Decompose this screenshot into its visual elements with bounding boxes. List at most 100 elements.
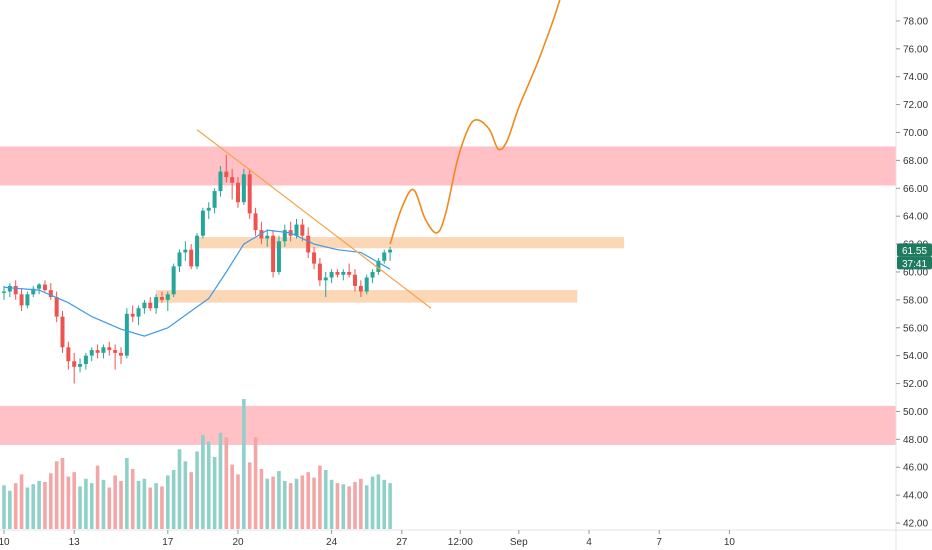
candle-body: [183, 249, 188, 253]
volume-bar: [283, 480, 287, 529]
candle-body: [247, 174, 252, 214]
volume-bar: [218, 432, 223, 529]
volume-bar: [66, 476, 71, 529]
volume-bar: [37, 480, 41, 529]
candle-body: [107, 347, 112, 351]
candle-body: [294, 224, 299, 236]
candle-body: [271, 235, 276, 272]
candle-body: [7, 285, 12, 292]
x-tick-label: 20: [232, 537, 244, 548]
volume-bar: [370, 476, 375, 529]
candle-body: [72, 361, 77, 367]
candle-body: [259, 230, 264, 239]
y-tick-label: 76.00: [903, 44, 928, 55]
x-tick-label: 7: [656, 537, 662, 548]
y-tick-label: 66.00: [903, 184, 928, 195]
candle-body: [218, 171, 223, 192]
volume-bar: [13, 483, 18, 529]
candle-body: [253, 213, 258, 231]
candle-body: [37, 284, 42, 289]
volume-bar: [201, 435, 205, 529]
countdown-label: 37:41: [902, 259, 927, 270]
volume-bar: [359, 478, 363, 529]
candle-body: [388, 249, 393, 253]
volume-bar: [177, 449, 182, 529]
volume-bar: [154, 483, 158, 529]
orange-zone-1: [197, 237, 625, 249]
volume-bar: [142, 478, 147, 529]
volume-bar: [136, 480, 141, 529]
volume-bar: [306, 472, 310, 529]
candle-body: [341, 271, 346, 275]
volume-bar: [288, 483, 293, 529]
x-tick-label: 4: [586, 537, 592, 548]
volume-bar: [2, 485, 6, 529]
candle-body: [19, 294, 24, 306]
candle-body: [300, 224, 305, 236]
volume-bar: [312, 477, 316, 529]
volume-bar: [49, 473, 53, 529]
projection-path: [389, 0, 561, 245]
candle-body: [136, 308, 141, 317]
support-zone: [0, 405, 896, 445]
volume-bar: [242, 399, 246, 529]
orange-zone-2: [156, 290, 578, 303]
y-tick-label: 50.00: [903, 407, 928, 418]
volume-bar: [166, 475, 170, 529]
candle-body: [323, 277, 328, 281]
volume-bar: [224, 437, 229, 529]
volume-bar: [329, 479, 334, 529]
candle-body: [347, 271, 352, 275]
volume-bar: [148, 487, 153, 529]
volume-bar: [8, 490, 12, 529]
volume-bar: [388, 483, 392, 529]
x-tick-label: 13: [69, 537, 81, 548]
volume-bar: [382, 479, 387, 529]
candle-body: [159, 297, 164, 300]
volume-bar: [125, 457, 129, 529]
candle-body: [60, 316, 65, 348]
volume-bar: [130, 468, 135, 529]
resistance-zone: [0, 146, 896, 186]
volume-bar: [230, 464, 234, 529]
y-tick-label: 44.00: [903, 491, 928, 502]
volume-bar: [236, 474, 240, 529]
candle-body: [276, 241, 281, 272]
volume-bar: [265, 478, 270, 529]
y-tick-label: 64.00: [903, 212, 928, 223]
volume-bar: [195, 451, 199, 529]
current-price-label: 61.55: [902, 246, 927, 257]
current-price-tag: [897, 243, 932, 257]
moving-average-line: [3, 229, 391, 337]
volume-bar: [113, 475, 117, 529]
volume-bar: [335, 483, 340, 529]
candle-body: [154, 297, 159, 309]
y-tick-label: 54.00: [903, 351, 928, 362]
volume-bar: [277, 471, 281, 529]
candle-body: [42, 284, 47, 291]
y-tick-label: 60.00: [903, 267, 928, 278]
candle-body: [113, 350, 118, 353]
volume-bar: [294, 478, 299, 529]
volume-bar: [72, 472, 76, 529]
volume-bar: [183, 461, 188, 529]
candle-body: [335, 271, 340, 275]
candle-body: [48, 290, 53, 298]
volume-bar: [19, 474, 24, 529]
volume-bar: [259, 468, 264, 529]
volume-bar: [189, 472, 193, 529]
descending-trendline: [196, 129, 432, 309]
y-tick-label: 52.00: [903, 379, 928, 390]
volume-bar: [341, 484, 346, 529]
candle-body: [13, 285, 18, 295]
volume-bar: [78, 486, 82, 529]
volume-bar: [364, 485, 369, 529]
volume-bar: [60, 457, 65, 529]
candle-body: [66, 347, 71, 362]
x-tick-label: Sep: [510, 537, 528, 548]
candle-body: [224, 171, 229, 178]
y-tick-label: 48.00: [903, 435, 928, 446]
volume-bar: [271, 476, 275, 529]
candle-body: [95, 350, 100, 353]
